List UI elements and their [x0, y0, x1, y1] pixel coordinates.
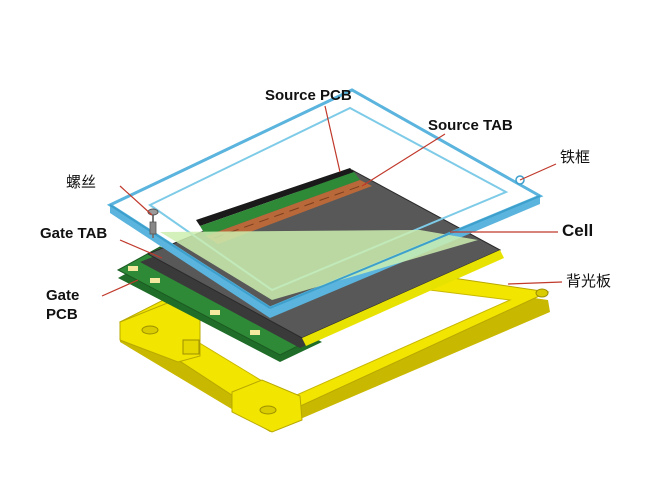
leader-gate-tab	[119, 239, 163, 259]
leader-source-pcb	[324, 105, 341, 173]
label-source-pcb: Source PCB	[265, 87, 352, 104]
leader-iron-frame	[519, 163, 557, 181]
label-gate-pcb-line1: Gate	[46, 287, 80, 304]
label-iron-frame: 铁框	[560, 148, 591, 166]
leader-screw	[119, 185, 153, 216]
leader-gate-pcb	[101, 279, 139, 297]
leader-backlight	[507, 281, 563, 285]
iron-frame	[106, 88, 544, 318]
leader-lines	[101, 105, 563, 297]
label-source-tab: Source TAB	[428, 117, 513, 134]
label-gate-pcb-line2: PCB	[46, 306, 78, 323]
source-pcb	[196, 168, 360, 236]
label-screw: 螺丝	[66, 173, 97, 191]
source-tab	[206, 180, 372, 244]
label-backlight: 背光板	[566, 272, 612, 290]
leader-source-tab	[361, 133, 446, 187]
label-gate-tab: Gate TAB	[40, 225, 108, 242]
label-cell: Cell	[562, 221, 594, 240]
